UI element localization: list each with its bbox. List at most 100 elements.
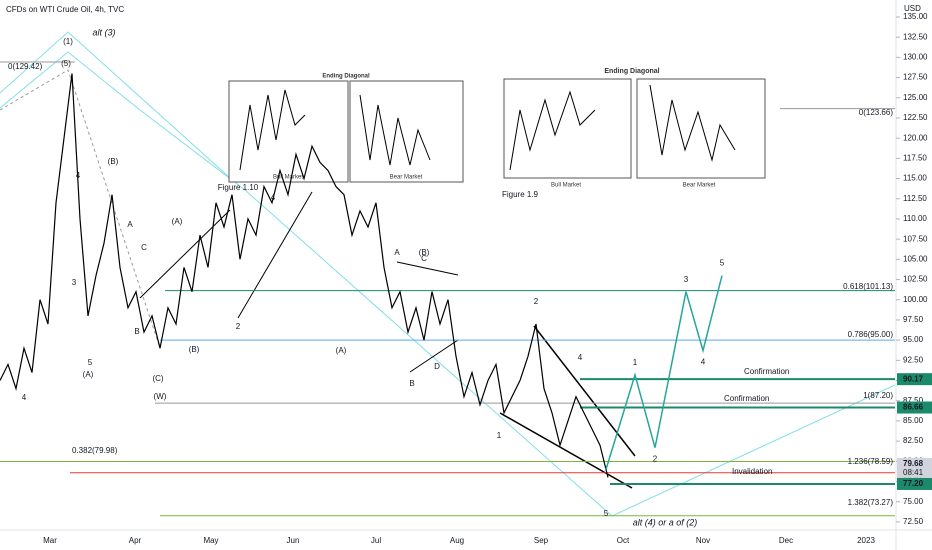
annotation: (A)	[172, 217, 183, 226]
y-tick-label: 87.50	[903, 396, 924, 405]
level-label: 0.618(101.13)	[843, 282, 893, 291]
drawings	[0, 31, 896, 517]
annotation: (W)	[154, 392, 167, 401]
inset-zigzag	[649, 84, 736, 162]
inset-caption: Bear Market	[390, 175, 423, 181]
dashed-line	[0, 69, 161, 349]
y-tick-label: 105.00	[903, 254, 928, 263]
y-tick-label: 115.00	[903, 174, 927, 183]
x-tick-label: 2023	[857, 536, 875, 545]
x-tick-label: Oct	[617, 536, 630, 545]
y-tick-label: 120.00	[903, 133, 928, 142]
wave-label: 5	[720, 259, 725, 268]
inset-caption: Bull Market	[273, 175, 303, 181]
inset-title: Ending Diagonal	[604, 68, 659, 75]
annotation: A	[127, 220, 133, 229]
inset-box	[349, 80, 464, 183]
annotation: 4	[271, 193, 276, 202]
y-tick-label: 135.00	[903, 12, 928, 21]
inset-box	[636, 78, 766, 179]
y-tick-label: 100.00	[903, 295, 928, 304]
annotation: (A)	[83, 370, 94, 379]
wedge	[139, 209, 231, 299]
y-axis-label: USD	[904, 4, 921, 13]
price-tag-label: 79.68	[903, 459, 924, 468]
x-tick-label: Jun	[287, 536, 300, 545]
level-label: Confirmation	[724, 394, 769, 403]
y-tick-label: 82.50	[903, 436, 924, 445]
annotation: (B)	[189, 345, 200, 354]
inset-title: Ending Diagonal	[322, 74, 370, 80]
y-tick-label: 102.50	[903, 275, 928, 284]
level-label: 0.382(79.98)	[72, 446, 118, 455]
inset-zigzag	[509, 90, 596, 171]
annotation: (B)	[108, 157, 119, 166]
x-tick-label: Dec	[779, 536, 793, 545]
y-tick-label: 75.00	[903, 497, 924, 506]
annotation: C	[141, 243, 147, 252]
wave-label: 3	[684, 275, 689, 284]
x-tick-label: May	[203, 536, 218, 545]
annotation: Figure 1.10	[218, 183, 259, 192]
annotation: Figure 1.9	[502, 190, 539, 199]
annotation: C	[421, 254, 427, 263]
y-tick-label: 127.50	[903, 73, 928, 82]
annotation: 2	[534, 297, 539, 306]
level-label: 1.236(78.59)	[848, 457, 894, 466]
wedge	[499, 412, 633, 489]
inset-box	[228, 80, 349, 183]
wedge	[237, 191, 313, 319]
y-tick-label: 107.50	[903, 234, 928, 243]
y-tick-label: 110.00	[903, 214, 927, 223]
y-tick-label: 85.00	[903, 416, 924, 425]
inset-caption: Bear Market	[683, 183, 716, 189]
annotation: B	[409, 379, 414, 388]
wave-label: 2	[653, 455, 658, 464]
annotation: (A)	[336, 346, 347, 355]
annotation: (B)	[419, 248, 430, 257]
annotation: alt (4) or a of (2)	[633, 517, 698, 527]
annotation: (C)	[152, 374, 163, 383]
level-label: Invalidation	[732, 467, 772, 476]
inset: Ending Diagonal Bull Market Bear Market …	[228, 68, 766, 189]
price-tag-label: 86.66	[903, 403, 924, 412]
annotation: D	[434, 362, 440, 371]
y-tick-label: 112.50	[903, 194, 927, 203]
annotation: 4	[76, 171, 81, 180]
annotation: (5)	[61, 59, 71, 68]
x-tick-label: Nov	[696, 536, 710, 545]
channel	[0, 31, 231, 179]
y-tick-label: 122.50	[903, 113, 928, 122]
annotation: B	[134, 327, 139, 336]
annotation: 4	[22, 393, 27, 402]
wedge	[396, 261, 459, 276]
wedge	[533, 325, 636, 457]
wedge	[409, 339, 459, 373]
x-tick-label: Jul	[371, 536, 381, 545]
projection-line	[605, 275, 723, 470]
level-label: 0.786(95.00)	[848, 330, 894, 339]
price-line	[0, 73, 609, 478]
wave-label: 1	[633, 358, 638, 367]
inset-zigzag	[359, 94, 431, 166]
channel	[0, 51, 896, 517]
annotation: 5	[88, 358, 93, 367]
annotation: 2	[236, 322, 241, 331]
inset-caption: Bull Market	[551, 183, 581, 189]
level-label: 0(129.42)	[8, 62, 43, 71]
y-tick-label: 72.50	[903, 517, 924, 526]
annotation: 1	[497, 431, 502, 440]
x-tick-label: Aug	[450, 536, 464, 545]
annotation: 5	[604, 509, 609, 518]
annotation: 3	[72, 278, 77, 287]
chart-title: CFDs on WTI Crude Oil, 4h, TVC	[6, 5, 124, 14]
level-label: 1(87.20)	[863, 391, 893, 400]
y-tick-label: 125.00	[903, 93, 928, 102]
y-tick-label: 117.50	[903, 153, 927, 162]
y-tick-label: 132.50	[903, 32, 928, 41]
level-label: 0(123.66)	[859, 108, 894, 117]
x-tick-label: Sep	[534, 536, 549, 545]
